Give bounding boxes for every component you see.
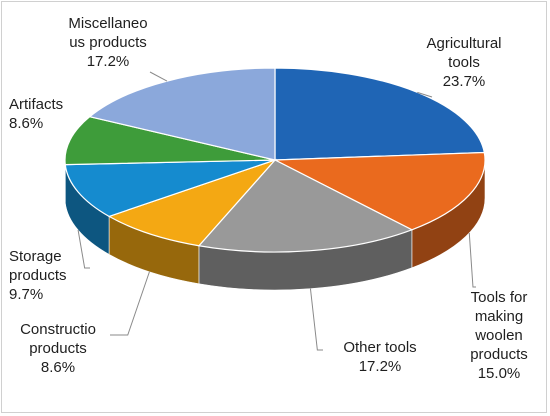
slice-label-artifacts: Artifacts 8.6% — [9, 96, 64, 132]
leader-line-storage-products — [77, 229, 90, 269]
pie-slice-other-tools — [197, 159, 414, 253]
pie-slice-miscellaneo-us-products — [88, 67, 276, 161]
slice-label-storage-products: Storage products 9.7% — [9, 248, 67, 303]
leader-line-other-tools — [309, 288, 323, 351]
slice-label-miscellaneous-products: Miscellaneo us products 17.2% — [68, 15, 148, 70]
pie-slice-constructio-products — [107, 158, 277, 247]
leader-line-agricultural-tools — [417, 91, 433, 98]
slice-label-woolen-tools: Tools for making woolen products 15.0% — [470, 289, 528, 382]
slice-label-construction-products: Constructio products 8.6% — [20, 321, 96, 376]
slice-label-other-tools: Other tools 17.2% — [343, 339, 417, 375]
pie-slice-artifacts — [64, 116, 276, 166]
slice-label-agricultural-tools: Agricultural tools 23.7% — [426, 35, 502, 90]
pie-slice-storage-products — [64, 159, 276, 218]
leader-line-constructio-products — [110, 271, 150, 336]
leader-line-miscellaneo-us-products — [149, 71, 168, 82]
leader-line-tools-for-making-woolen-products — [468, 232, 476, 288]
pie-slice-tools-for-making-woolen-products — [272, 151, 486, 231]
